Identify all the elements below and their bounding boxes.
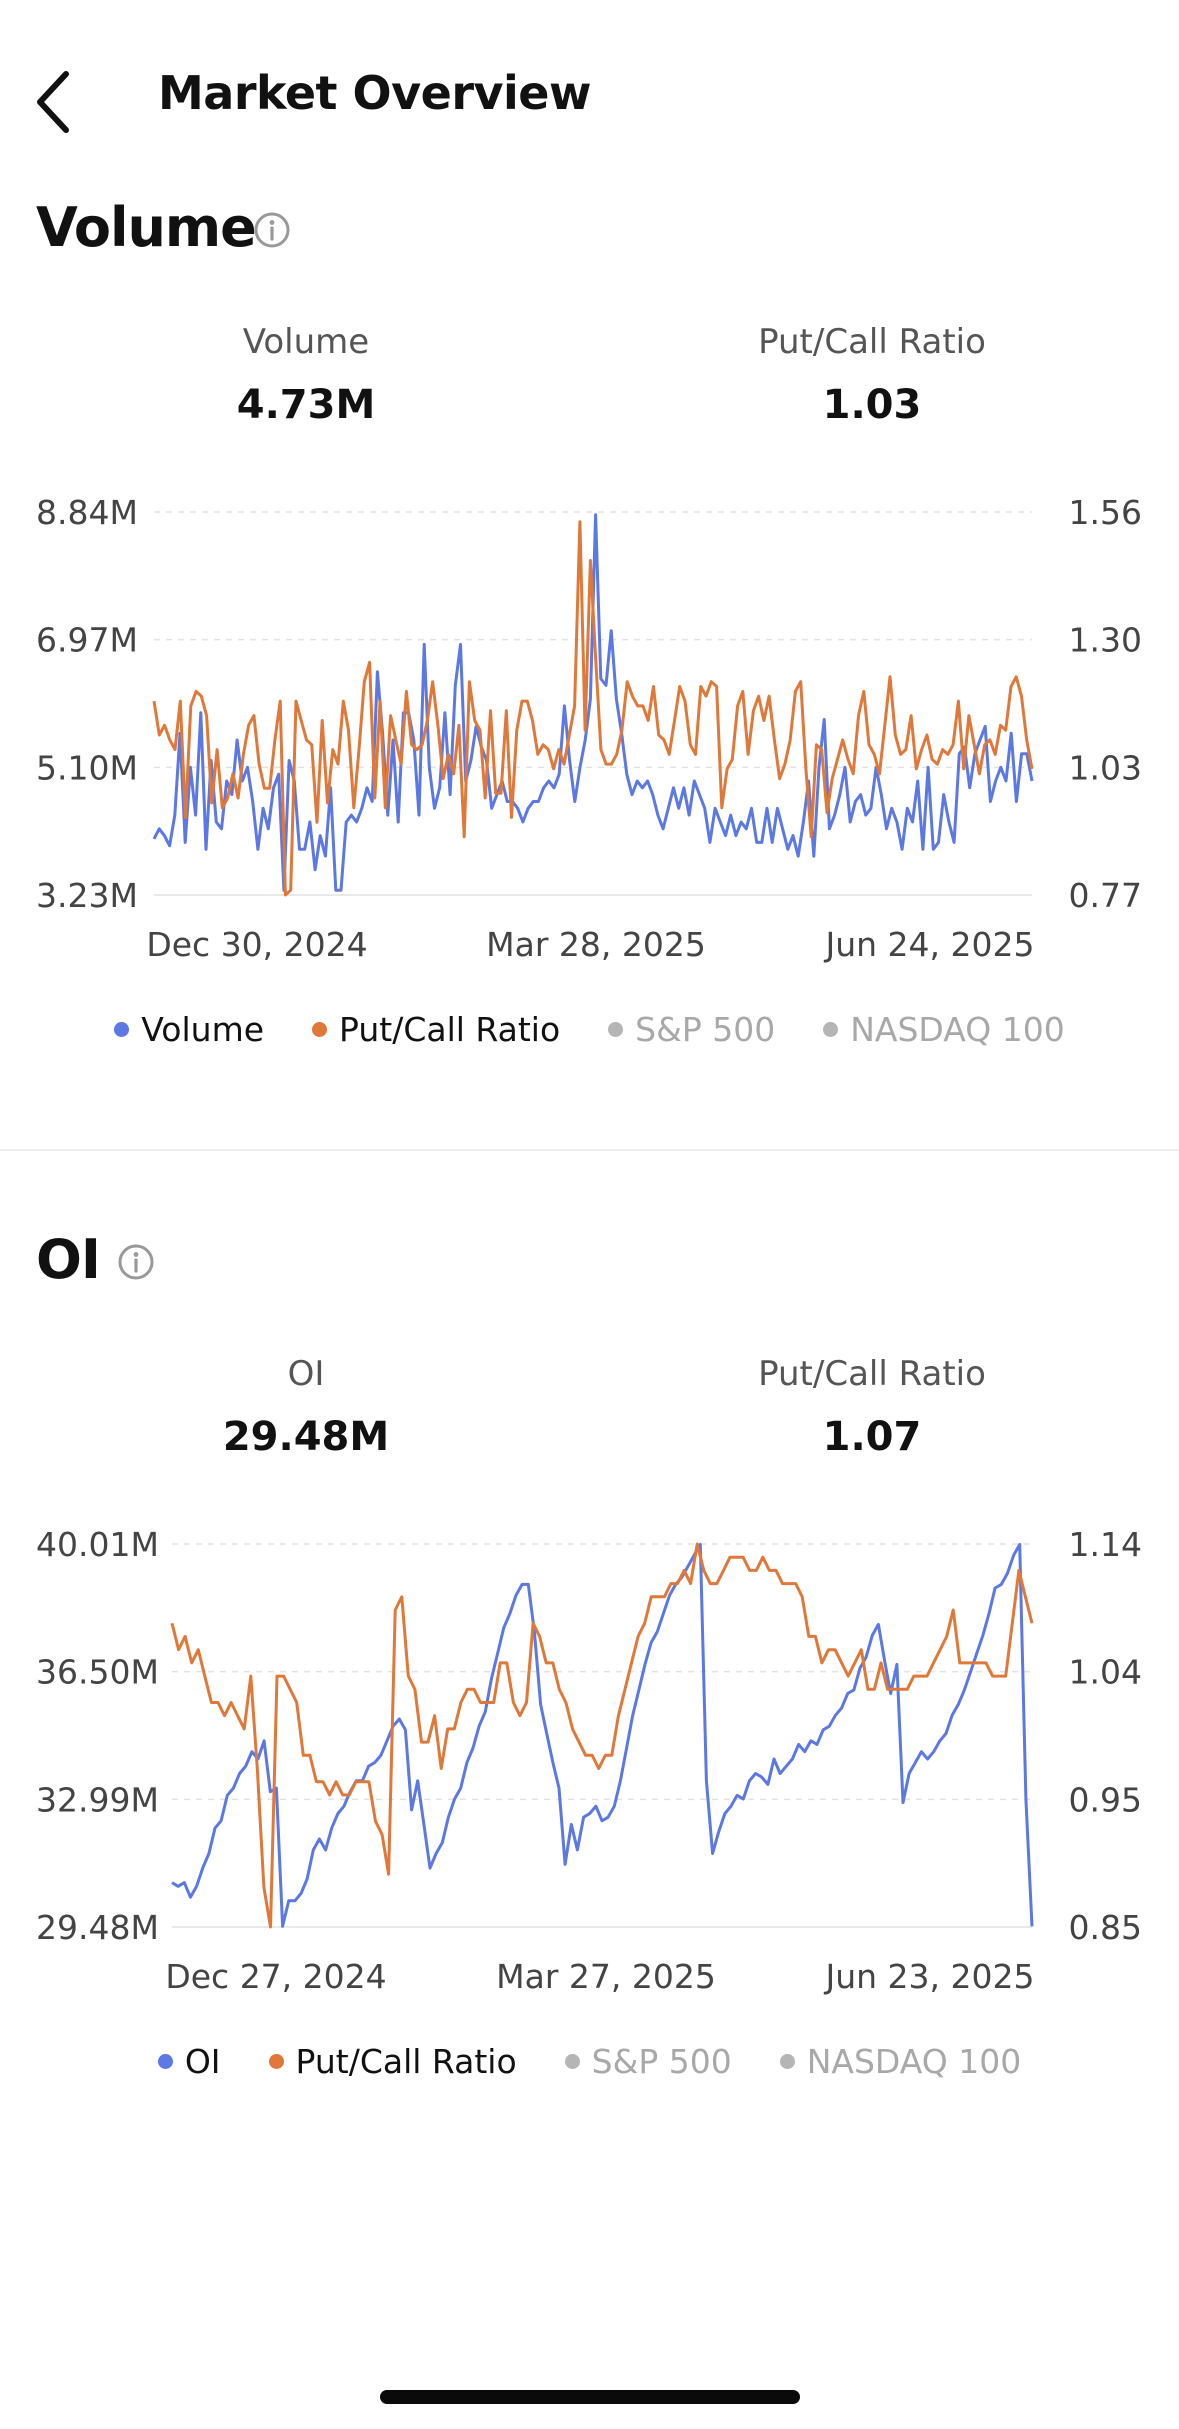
y-left-tick-label: 40.01M — [36, 1525, 159, 1564]
legend-item-sp500[interactable]: S&P 500 — [564, 2041, 732, 2081]
oi-chart[interactable]: 29.48M 0.85 32.99M 0.95 36.50M 1.04 40.01M 1.14… — [0, 1512, 1179, 1996]
legend-dot — [268, 2053, 284, 2069]
y-right-tick-label: 0.95 — [1069, 1780, 1142, 1819]
legend-item-nasdaq100[interactable]: NASDAQ 100 — [779, 2041, 1022, 2081]
home-indicator[interactable] — [380, 2390, 800, 2404]
oi-stat-label: OI — [287, 1354, 325, 1394]
y-right-tick-label: 1.04 — [1069, 1653, 1142, 1692]
legend-item-oi[interactable]: OI — [157, 2041, 221, 2081]
chevron-left-icon — [37, 71, 69, 133]
y-right-tick-label: 1.03 — [1069, 748, 1142, 787]
x-tick-label: Mar 28, 2025 — [486, 925, 706, 964]
legend-label: Put/Call Ratio — [295, 2041, 517, 2081]
volume-chart[interactable]: 3.23M 0.77 5.10M 1.03 6.97M 1.30 8.84M 1.56 Dec … — [0, 480, 1179, 964]
volume-stat-value: 4.73M — [236, 382, 376, 428]
oi-put-call-stat-value: 1.07 — [822, 1414, 922, 1460]
oi-section-title: OI — [36, 1228, 101, 1291]
y-left-tick-label: 32.99M — [36, 1780, 159, 1819]
section-divider — [0, 1149, 1179, 1151]
y-left-tick-label: 6.97M — [36, 621, 138, 660]
y-right-tick-label: 1.14 — [1069, 1525, 1142, 1564]
put-call-stat-value: 1.03 — [822, 382, 922, 428]
info-icon[interactable] — [252, 210, 292, 250]
y-right-tick-label: 0.85 — [1069, 1908, 1142, 1947]
series-line-volume — [152, 513, 1034, 892]
legend-item-sp500[interactable]: S&P 500 — [608, 1010, 775, 1049]
oi-put-call-stat-label: Put/Call Ratio — [758, 1354, 986, 1394]
series-line-put-call-ratio — [152, 520, 1034, 897]
legend-dot — [157, 2053, 173, 2069]
x-tick-label: Dec 27, 2024 — [165, 1957, 386, 1996]
x-tick-label: Mar 27, 2025 — [496, 1957, 716, 1996]
back-button[interactable] — [30, 62, 80, 142]
volume-stat-label: Volume — [242, 322, 370, 362]
legend-dot — [823, 1021, 839, 1037]
info-icon[interactable] — [116, 1242, 156, 1282]
y-left-tick-label: 36.50M — [36, 1653, 159, 1692]
y-left-tick-label: 8.84M — [36, 493, 138, 532]
legend-item-put-call-ratio[interactable]: Put/Call Ratio — [268, 2041, 517, 2081]
y-left-tick-label: 29.48M — [36, 1908, 159, 1947]
legend-label: S&P 500 — [591, 2041, 732, 2081]
legend-label: S&P 500 — [635, 1009, 776, 1049]
oi-legend: OI Put/Call Ratio S&P 500 NASDAQ 100 — [0, 2036, 1179, 2086]
legend-item-nasdaq100[interactable]: NASDAQ 100 — [823, 1009, 1065, 1049]
y-right-tick-label: 1.30 — [1069, 621, 1142, 660]
legend-dot — [608, 1021, 624, 1037]
page-title: Market Overview — [158, 66, 591, 120]
y-left-tick-label: 3.23M — [36, 876, 138, 915]
put-call-stat-label: Put/Call Ratio — [758, 322, 986, 362]
legend-dot — [564, 2053, 580, 2069]
legend-item-put-call-ratio[interactable]: Put/Call Ratio — [312, 1010, 560, 1049]
x-tick-label: Dec 30, 2024 — [146, 925, 367, 964]
legend-label: Put/Call Ratio — [339, 1009, 561, 1049]
series-line-put-call-ratio — [170, 1542, 1034, 1929]
y-right-tick-label: 0.77 — [1069, 876, 1142, 915]
legend-item-volume[interactable]: Volume — [114, 1010, 264, 1049]
series-line-oi — [171, 1542, 1034, 1928]
x-tick-label: Jun 24, 2025 — [823, 925, 1034, 964]
y-right-tick-label: 1.56 — [1069, 493, 1142, 532]
legend-dot — [312, 1021, 328, 1037]
legend-label: OI — [184, 2041, 221, 2081]
legend-dot — [114, 1021, 130, 1037]
oi-stat-value: 29.48M — [222, 1414, 390, 1460]
legend-label: NASDAQ 100 — [806, 2041, 1022, 2081]
x-tick-label: Jun 23, 2025 — [823, 1957, 1034, 1996]
legend-label: Volume — [141, 1009, 265, 1049]
volume-legend: Volume Put/Call Ratio S&P 500 NASDAQ 100 — [0, 1004, 1179, 1054]
legend-label: NASDAQ 100 — [850, 1009, 1065, 1049]
legend-dot — [779, 2053, 795, 2069]
volume-section-title: Volume — [36, 196, 257, 259]
y-left-tick-label: 5.10M — [36, 748, 138, 787]
